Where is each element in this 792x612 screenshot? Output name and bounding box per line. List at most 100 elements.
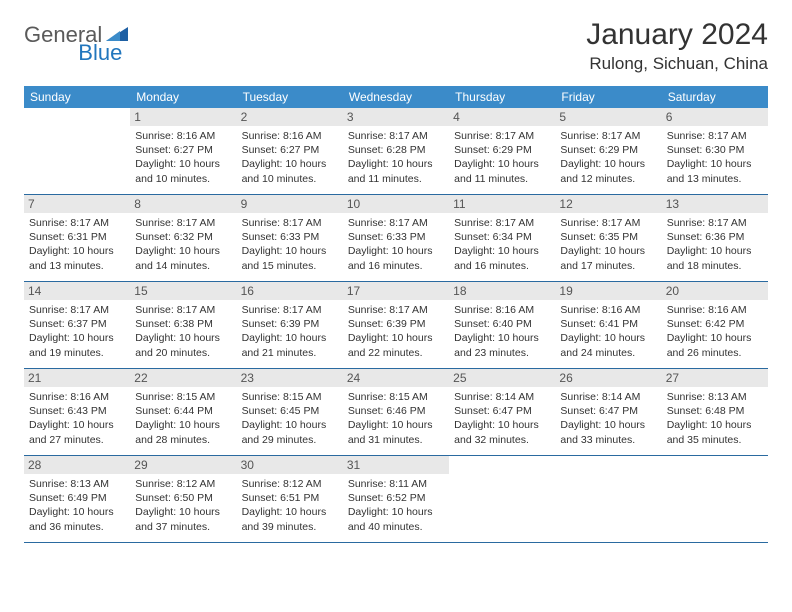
week-row: 1Sunrise: 8:16 AMSunset: 6:27 PMDaylight…	[24, 108, 768, 195]
day-number: 18	[449, 282, 555, 300]
day-number: 4	[449, 108, 555, 126]
sunset-line: Sunset: 6:29 PM	[560, 143, 656, 157]
day-details: Sunrise: 8:17 AMSunset: 6:36 PMDaylight:…	[667, 216, 763, 273]
sunset-line: Sunset: 6:41 PM	[560, 317, 656, 331]
day-cell	[449, 456, 555, 542]
day-cell: 2Sunrise: 8:16 AMSunset: 6:27 PMDaylight…	[237, 108, 343, 194]
sunrise-line: Sunrise: 8:13 AM	[667, 390, 763, 404]
sunrise-line: Sunrise: 8:17 AM	[348, 216, 444, 230]
day-number: 26	[555, 369, 661, 387]
day-number: 21	[24, 369, 130, 387]
day-cell: 26Sunrise: 8:14 AMSunset: 6:47 PMDayligh…	[555, 369, 661, 455]
sunset-line: Sunset: 6:27 PM	[135, 143, 231, 157]
day-cell: 12Sunrise: 8:17 AMSunset: 6:35 PMDayligh…	[555, 195, 661, 281]
sunrise-line: Sunrise: 8:16 AM	[667, 303, 763, 317]
day-cell: 14Sunrise: 8:17 AMSunset: 6:37 PMDayligh…	[24, 282, 130, 368]
weeks-container: 1Sunrise: 8:16 AMSunset: 6:27 PMDaylight…	[24, 108, 768, 543]
sunset-line: Sunset: 6:52 PM	[348, 491, 444, 505]
daylight-line: Daylight: 10 hours and 20 minutes.	[135, 331, 231, 359]
calendar-grid: Sunday Monday Tuesday Wednesday Thursday…	[24, 86, 768, 543]
daylight-line: Daylight: 10 hours and 13 minutes.	[29, 244, 125, 272]
sunset-line: Sunset: 6:51 PM	[242, 491, 338, 505]
daylight-line: Daylight: 10 hours and 11 minutes.	[454, 157, 550, 185]
daylight-line: Daylight: 10 hours and 10 minutes.	[242, 157, 338, 185]
daylight-line: Daylight: 10 hours and 28 minutes.	[135, 418, 231, 446]
sunset-line: Sunset: 6:32 PM	[135, 230, 231, 244]
month-title: January 2024	[586, 18, 768, 52]
day-number: 1	[130, 108, 236, 126]
sunset-line: Sunset: 6:49 PM	[29, 491, 125, 505]
sunrise-line: Sunrise: 8:12 AM	[242, 477, 338, 491]
sunrise-line: Sunrise: 8:17 AM	[242, 216, 338, 230]
sunrise-line: Sunrise: 8:16 AM	[454, 303, 550, 317]
day-details: Sunrise: 8:17 AMSunset: 6:33 PMDaylight:…	[242, 216, 338, 273]
day-details: Sunrise: 8:17 AMSunset: 6:31 PMDaylight:…	[29, 216, 125, 273]
daylight-line: Daylight: 10 hours and 21 minutes.	[242, 331, 338, 359]
day-cell: 6Sunrise: 8:17 AMSunset: 6:30 PMDaylight…	[662, 108, 768, 194]
weekday-wed: Wednesday	[343, 86, 449, 108]
daylight-line: Daylight: 10 hours and 40 minutes.	[348, 505, 444, 533]
daylight-line: Daylight: 10 hours and 33 minutes.	[560, 418, 656, 446]
sunset-line: Sunset: 6:36 PM	[667, 230, 763, 244]
day-details: Sunrise: 8:13 AMSunset: 6:48 PMDaylight:…	[667, 390, 763, 447]
day-number: 22	[130, 369, 236, 387]
day-details: Sunrise: 8:16 AMSunset: 6:40 PMDaylight:…	[454, 303, 550, 360]
day-number: 11	[449, 195, 555, 213]
day-cell: 20Sunrise: 8:16 AMSunset: 6:42 PMDayligh…	[662, 282, 768, 368]
day-details: Sunrise: 8:17 AMSunset: 6:32 PMDaylight:…	[135, 216, 231, 273]
day-number: 16	[237, 282, 343, 300]
sunset-line: Sunset: 6:29 PM	[454, 143, 550, 157]
sunset-line: Sunset: 6:38 PM	[135, 317, 231, 331]
sunset-line: Sunset: 6:50 PM	[135, 491, 231, 505]
sunset-line: Sunset: 6:27 PM	[242, 143, 338, 157]
sunset-line: Sunset: 6:33 PM	[242, 230, 338, 244]
sunrise-line: Sunrise: 8:11 AM	[348, 477, 444, 491]
sunset-line: Sunset: 6:47 PM	[454, 404, 550, 418]
sunrise-line: Sunrise: 8:17 AM	[29, 303, 125, 317]
day-details: Sunrise: 8:17 AMSunset: 6:29 PMDaylight:…	[454, 129, 550, 186]
sunset-line: Sunset: 6:46 PM	[348, 404, 444, 418]
sunrise-line: Sunrise: 8:17 AM	[560, 216, 656, 230]
day-cell: 31 Sunrise: 8:11 AMSunset: 6:52 PMDayligh…	[343, 456, 449, 542]
sunset-line: Sunset: 6:35 PM	[560, 230, 656, 244]
sunset-line: Sunset: 6:33 PM	[348, 230, 444, 244]
daylight-line: Daylight: 10 hours and 13 minutes.	[667, 157, 763, 185]
day-cell	[662, 456, 768, 542]
day-number: 15	[130, 282, 236, 300]
day-cell: 25Sunrise: 8:14 AMSunset: 6:47 PMDayligh…	[449, 369, 555, 455]
sunrise-line: Sunrise: 8:17 AM	[242, 303, 338, 317]
day-number: 24	[343, 369, 449, 387]
location-label: Rulong, Sichuan, China	[586, 54, 768, 74]
day-details: Sunrise: 8:12 AMSunset: 6:50 PMDaylight:…	[135, 477, 231, 534]
daylight-line: Daylight: 10 hours and 36 minutes.	[29, 505, 125, 533]
daylight-line: Daylight: 10 hours and 24 minutes.	[560, 331, 656, 359]
week-row: 14Sunrise: 8:17 AMSunset: 6:37 PMDayligh…	[24, 282, 768, 369]
sunrise-line: Sunrise: 8:17 AM	[560, 129, 656, 143]
day-cell: 9Sunrise: 8:17 AMSunset: 6:33 PMDaylight…	[237, 195, 343, 281]
day-cell: 19 Sunrise: 8:16 AMSunset: 6:41 PMDayligh…	[555, 282, 661, 368]
day-number: 20	[662, 282, 768, 300]
header: General Blue January 2024 Rulong, Sichua…	[24, 18, 768, 74]
day-number: 13	[662, 195, 768, 213]
day-cell: 4 Sunrise: 8:17 AMSunset: 6:29 PMDaylight…	[449, 108, 555, 194]
day-number: 31	[343, 456, 449, 474]
sunrise-line: Sunrise: 8:12 AM	[135, 477, 231, 491]
day-number: 28	[24, 456, 130, 474]
day-cell: 24 Sunrise: 8:15 AMSunset: 6:46 PMDayligh…	[343, 369, 449, 455]
daylight-line: Daylight: 10 hours and 19 minutes.	[29, 331, 125, 359]
daylight-line: Daylight: 10 hours and 17 minutes.	[560, 244, 656, 272]
day-details: Sunrise: 8:14 AMSunset: 6:47 PMDaylight:…	[454, 390, 550, 447]
logo-text-2: Blue	[78, 40, 122, 66]
title-block: January 2024 Rulong, Sichuan, China	[586, 18, 768, 74]
day-cell: 1Sunrise: 8:16 AMSunset: 6:27 PMDaylight…	[130, 108, 236, 194]
day-details: Sunrise: 8:11 AMSunset: 6:52 PMDaylight:…	[348, 477, 444, 534]
day-details: Sunrise: 8:15 AMSunset: 6:46 PMDaylight:…	[348, 390, 444, 447]
day-cell: 22Sunrise: 8:15 AMSunset: 6:44 PMDayligh…	[130, 369, 236, 455]
weekday-tue: Tuesday	[237, 86, 343, 108]
day-details: Sunrise: 8:16 AMSunset: 6:43 PMDaylight:…	[29, 390, 125, 447]
weekday-mon: Monday	[130, 86, 236, 108]
day-cell: 17Sunrise: 8:17 AMSunset: 6:39 PMDayligh…	[343, 282, 449, 368]
sunrise-line: Sunrise: 8:14 AM	[560, 390, 656, 404]
sunrise-line: Sunrise: 8:16 AM	[560, 303, 656, 317]
day-number: 19	[555, 282, 661, 300]
